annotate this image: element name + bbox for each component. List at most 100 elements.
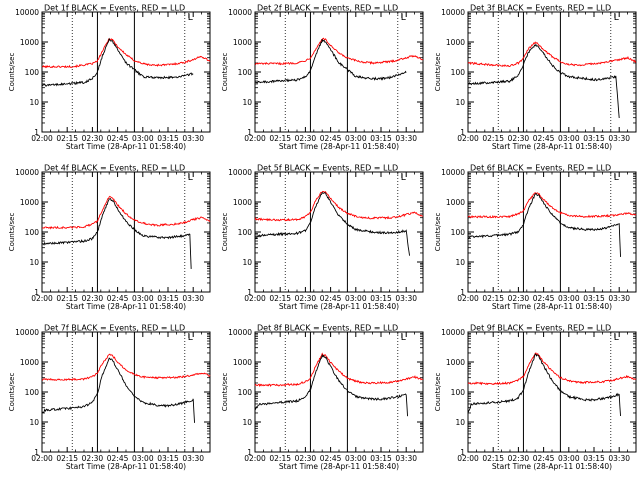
series-line-lld (254, 37, 424, 66)
corner-mark: L (401, 13, 406, 23)
x-tick-label: 02:00 (244, 454, 266, 463)
x-axis-label: Start Time (28-Apr-11 01:58:40) (492, 302, 612, 311)
corner-mark: L (188, 173, 193, 183)
x-axis-label: Start Time (28-Apr-11 01:58:40) (66, 142, 186, 151)
x-tick-label: 02:15 (482, 454, 504, 463)
y-tick-label: 10 (29, 258, 39, 267)
series-line-lld (41, 37, 211, 69)
corner-mark: L (401, 333, 406, 343)
x-tick-label: 03:00 (132, 134, 154, 143)
x-axis-label: Start Time (28-Apr-11 01:58:40) (279, 302, 399, 311)
x-tick-label: 03:15 (370, 294, 392, 303)
y-axis-label: Counts/sec (221, 53, 229, 92)
detector-plot-4: Det 4f BLACK = Events, RED = LLD Counts/s… (8, 164, 211, 311)
x-tick-label: 03:15 (370, 134, 392, 143)
x-tick-label: 02:30 (508, 454, 530, 463)
y-tick-label: 1 (34, 448, 39, 457)
y-tick-label: 100 (238, 68, 253, 77)
y-tick-label: 10 (242, 98, 252, 107)
corner-mark: L (614, 173, 619, 183)
x-tick-label: 02:45 (533, 294, 555, 303)
x-tick-label: 02:15 (269, 454, 291, 463)
plot-title: Det 4f BLACK = Events, RED = LLD (44, 164, 185, 173)
x-tick-label: 02:45 (533, 454, 555, 463)
detector-plot-7: Det 7f BLACK = Events, RED = LLD Counts/s… (8, 324, 211, 471)
plot-title: Det 1f BLACK = Events, RED = LLD (44, 4, 185, 13)
x-tick-label: 03:00 (345, 454, 367, 463)
series-line-lld (467, 352, 637, 386)
series-line-events (254, 191, 411, 256)
detector-plot-2: Det 2f BLACK = Events, RED = LLD Counts/s… (221, 4, 424, 151)
series-line-lld (41, 353, 211, 382)
corner-mark: L (401, 173, 406, 183)
y-tick-label: 10000 (15, 168, 39, 177)
y-axis-label: Counts/sec (8, 213, 16, 252)
y-axis-label: Counts/sec (221, 213, 229, 252)
y-tick-label: 100 (238, 228, 253, 237)
y-tick-label: 1000 (233, 38, 252, 47)
x-axis-label: Start Time (28-Apr-11 01:58:40) (492, 142, 612, 151)
x-tick-label: 02:15 (269, 294, 291, 303)
y-tick-label: 1000 (446, 38, 465, 47)
x-tick-label: 02:00 (457, 134, 479, 143)
x-tick-label: 03:15 (370, 454, 392, 463)
series-line-lld (254, 190, 424, 222)
x-tick-label: 03:15 (157, 294, 179, 303)
x-tick-label: 03:30 (608, 134, 630, 143)
y-tick-label: 10000 (441, 168, 465, 177)
y-tick-label: 10000 (228, 328, 252, 337)
x-tick-label: 03:00 (345, 294, 367, 303)
series-line-lld (467, 191, 637, 219)
x-tick-label: 03:15 (583, 294, 605, 303)
y-tick-label: 100 (451, 388, 466, 397)
y-tick-label: 100 (238, 388, 253, 397)
series-line-events (41, 357, 195, 423)
x-tick-label: 02:15 (56, 294, 78, 303)
x-tick-label: 03:00 (558, 134, 580, 143)
series-line-events (41, 37, 194, 88)
x-tick-label: 02:00 (31, 454, 53, 463)
x-tick-label: 03:30 (395, 134, 417, 143)
x-tick-label: 03:30 (608, 294, 630, 303)
x-axis-label: Start Time (28-Apr-11 01:58:40) (279, 142, 399, 151)
plot-title: Det 8f BLACK = Events, RED = LLD (257, 324, 398, 333)
y-tick-label: 100 (25, 68, 40, 77)
corner-mark: L (614, 13, 619, 23)
y-tick-label: 100 (451, 228, 466, 237)
series-line-events (467, 193, 621, 257)
x-tick-label: 02:15 (269, 134, 291, 143)
x-tick-label: 03:15 (583, 134, 605, 143)
x-tick-label: 02:45 (107, 134, 129, 143)
x-tick-label: 03:30 (182, 134, 204, 143)
detector-plot-8: Det 8f BLACK = Events, RED = LLD Counts/s… (221, 324, 424, 471)
y-tick-label: 1 (460, 288, 465, 297)
y-tick-label: 1000 (20, 198, 39, 207)
x-tick-label: 02:15 (56, 454, 78, 463)
x-tick-label: 03:00 (345, 134, 367, 143)
corner-mark: L (614, 333, 619, 343)
y-tick-label: 1000 (233, 198, 252, 207)
y-tick-label: 10000 (441, 328, 465, 337)
y-axis-label: Counts/sec (221, 373, 229, 412)
x-tick-label: 02:15 (482, 134, 504, 143)
y-tick-label: 10000 (228, 8, 252, 17)
x-axis-label: Start Time (28-Apr-11 01:58:40) (492, 462, 612, 471)
series-line-events (254, 39, 407, 84)
x-tick-label: 02:30 (295, 454, 317, 463)
y-tick-label: 10000 (228, 168, 252, 177)
x-tick-label: 02:15 (56, 134, 78, 143)
plot-title: Det 6f BLACK = Events, RED = LLD (470, 164, 611, 173)
x-tick-label: 02:30 (82, 454, 104, 463)
x-tick-label: 03:00 (558, 454, 580, 463)
detector-plot-9: Det 9f BLACK = Events, RED = LLD Counts/s… (434, 324, 637, 471)
plot-title: Det 5f BLACK = Events, RED = LLD (257, 164, 398, 173)
series-line-events (467, 43, 620, 119)
y-tick-label: 1000 (233, 358, 252, 367)
x-tick-label: 03:30 (395, 454, 417, 463)
y-tick-label: 100 (451, 68, 466, 77)
y-tick-label: 100 (25, 228, 40, 237)
y-tick-label: 10 (455, 418, 465, 427)
x-tick-label: 02:00 (31, 134, 53, 143)
y-tick-label: 100 (25, 388, 40, 397)
